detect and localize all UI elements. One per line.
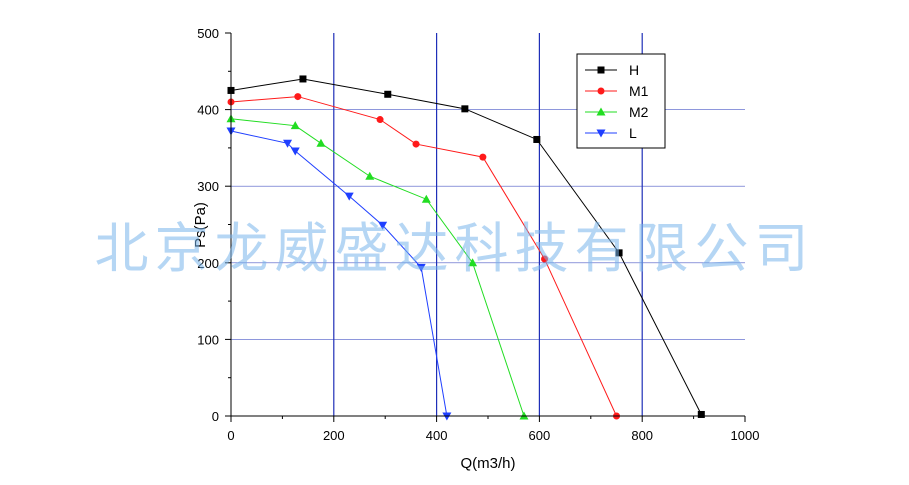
legend-label: M2 [629, 104, 649, 120]
series-line-m2 [230, 118, 525, 417]
x-tick-label: 400 [426, 428, 448, 443]
legend-marker [596, 107, 606, 116]
x-axis-title: Q(m3/h) [460, 455, 515, 472]
series-line-l [230, 130, 448, 417]
y-tick-label: 500 [197, 26, 219, 41]
legend-label: H [629, 62, 639, 78]
data-point-l [416, 263, 426, 272]
series-l [226, 127, 452, 421]
legend-marker [596, 129, 606, 138]
legend-item-h: H [585, 62, 639, 78]
x-tick-label: 600 [529, 428, 551, 443]
x-tick-label: 200 [323, 428, 345, 443]
legend-label: M1 [629, 83, 649, 99]
data-point-m2 [421, 194, 431, 203]
data-point-h [299, 75, 307, 83]
legend-marker [597, 87, 605, 95]
data-point-m1 [294, 93, 302, 101]
grid-lines [231, 33, 745, 416]
data-point-m2 [290, 121, 300, 130]
data-point-l [290, 147, 300, 156]
data-point-h [533, 135, 541, 143]
data-point-m2 [468, 258, 478, 267]
legend-label: L [629, 125, 637, 141]
legend-box [576, 53, 666, 149]
y-tick-label: 400 [197, 103, 219, 118]
data-point-m2 [365, 171, 375, 180]
axes: 0 200 400 600 800 1000 0 100 200 300 400 500 [197, 26, 759, 443]
data-point-h [615, 249, 623, 257]
data-point-m1 [376, 116, 384, 124]
data-point-h [697, 410, 705, 418]
legend-item-l: L [585, 125, 637, 141]
x-tick-label: 800 [631, 428, 653, 443]
y-axis-title: Ps(Pa) [192, 202, 209, 248]
legend-item-m1: M1 [585, 83, 649, 99]
data-point-m1 [412, 140, 420, 148]
legend-item-m2: M2 [585, 104, 649, 120]
legend: H M1 M2 L [576, 53, 666, 149]
data-point-h [384, 90, 392, 98]
data-point-l [283, 139, 293, 148]
data-point-l [378, 221, 388, 230]
data-point-m1 [479, 153, 487, 161]
y-tick-label: 100 [197, 332, 219, 347]
y-tick-label: 200 [197, 256, 219, 271]
data-point-l [344, 192, 354, 201]
y-tick-label: 0 [212, 409, 219, 424]
data-point-m1 [541, 255, 549, 263]
series-m2 [226, 114, 529, 420]
x-tick-label: 0 [227, 428, 234, 443]
data-point-m2 [316, 138, 326, 147]
y-tick-label: 300 [197, 179, 219, 194]
x-tick-label: 1000 [731, 428, 760, 443]
legend-marker [597, 66, 605, 74]
data-point-h [461, 105, 469, 113]
